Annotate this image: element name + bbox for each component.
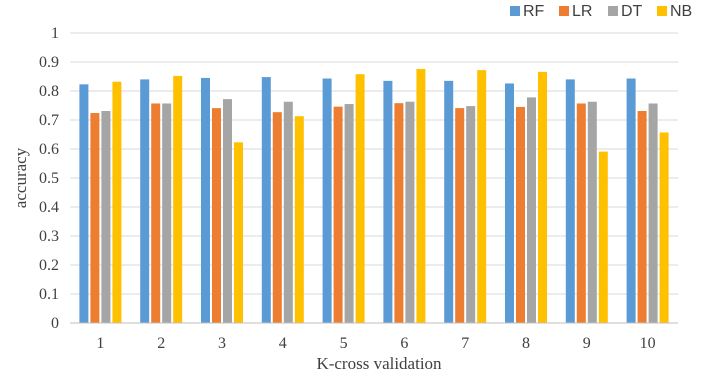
bar-rf — [322, 78, 332, 323]
x-tick-label: 4 — [279, 335, 287, 352]
bar-rf — [140, 79, 150, 324]
y-tick-label: 0.4 — [39, 199, 59, 216]
bar-rf — [505, 83, 514, 324]
bar-lr — [90, 113, 100, 323]
bar-lr — [212, 108, 221, 323]
x-tick-label: 1 — [96, 335, 104, 352]
bar-lr — [516, 106, 525, 323]
bar-rf — [565, 79, 575, 324]
legend-swatch-lr — [559, 6, 569, 16]
y-tick-label: 0.3 — [39, 228, 59, 245]
bar-rf — [261, 77, 271, 323]
legend-label-lr: LR — [572, 3, 592, 20]
x-tick-label: 2 — [157, 335, 165, 352]
bars — [79, 68, 669, 324]
y-tick-label: 1 — [51, 25, 59, 42]
bar-dt — [587, 101, 597, 323]
bar-nb — [416, 68, 426, 324]
legend: RF LR DT NB — [510, 3, 692, 20]
bar-lr — [576, 103, 586, 323]
bar-dt — [648, 103, 658, 323]
bar-rf — [444, 80, 454, 323]
x-tick-label: 9 — [583, 335, 591, 352]
bar-rf — [201, 77, 210, 323]
bar-dt — [283, 101, 293, 323]
legend-swatch-rf — [510, 6, 520, 16]
y-tick-label: 0.8 — [39, 83, 59, 100]
bar-nb — [234, 142, 243, 323]
y-tick-label: 0.9 — [39, 54, 59, 71]
bar-lr — [333, 106, 343, 323]
x-tick-label: 3 — [218, 335, 226, 352]
bar-dt — [223, 99, 232, 324]
bar-rf — [383, 80, 393, 323]
x-tick-label: 7 — [461, 335, 469, 352]
bar-lr — [151, 103, 161, 323]
y-tick-label: 0.6 — [39, 141, 59, 158]
y-tick-label: 0.2 — [39, 257, 59, 274]
gridlines — [70, 32, 678, 295]
bar-rf — [79, 84, 89, 323]
y-tick-label: 0.1 — [39, 286, 59, 303]
y-tick-label: 0 — [51, 315, 59, 332]
bar-nb — [173, 75, 183, 323]
bar-dt — [162, 103, 172, 323]
x-tick-label: 5 — [340, 335, 348, 352]
y-tick-label: 0.5 — [39, 170, 59, 187]
legend-swatch-dt — [608, 6, 618, 16]
bar-rf — [626, 78, 636, 323]
bar-lr — [455, 108, 465, 323]
bar-nb — [538, 71, 547, 323]
y-tick-label: 0.7 — [39, 112, 59, 129]
bar-dt — [101, 111, 111, 323]
bar-dt — [527, 97, 536, 323]
bar-nb — [477, 70, 487, 324]
bar-dt — [405, 101, 415, 323]
bar-nb — [659, 132, 669, 323]
axes: 0 0.1 0.2 0.3 0.4 0.5 0.6 0.7 0.8 0.9 1 1 2 3 4 5 6 7 8 9 10 — [39, 25, 678, 352]
bar-nb — [598, 151, 608, 323]
bar-dt — [344, 104, 354, 323]
bar-lr — [637, 111, 647, 323]
legend-swatch-nb — [657, 6, 667, 16]
bar-dt — [466, 106, 476, 323]
bar-nb — [294, 116, 304, 323]
legend-label-rf: RF — [523, 3, 545, 20]
bar-nb — [112, 81, 122, 323]
bar-lr — [272, 112, 282, 323]
x-tick-label: 10 — [640, 335, 656, 352]
x-tick-label: 8 — [522, 335, 530, 352]
y-axis-title: accuracy — [11, 147, 30, 208]
x-tick-label: 6 — [400, 335, 408, 352]
legend-label-dt: DT — [621, 3, 643, 20]
x-axis-title: K-cross validation — [316, 354, 442, 372]
bar-nb — [355, 74, 365, 324]
legend-label-nb: NB — [670, 3, 692, 20]
bar-lr — [394, 103, 404, 324]
